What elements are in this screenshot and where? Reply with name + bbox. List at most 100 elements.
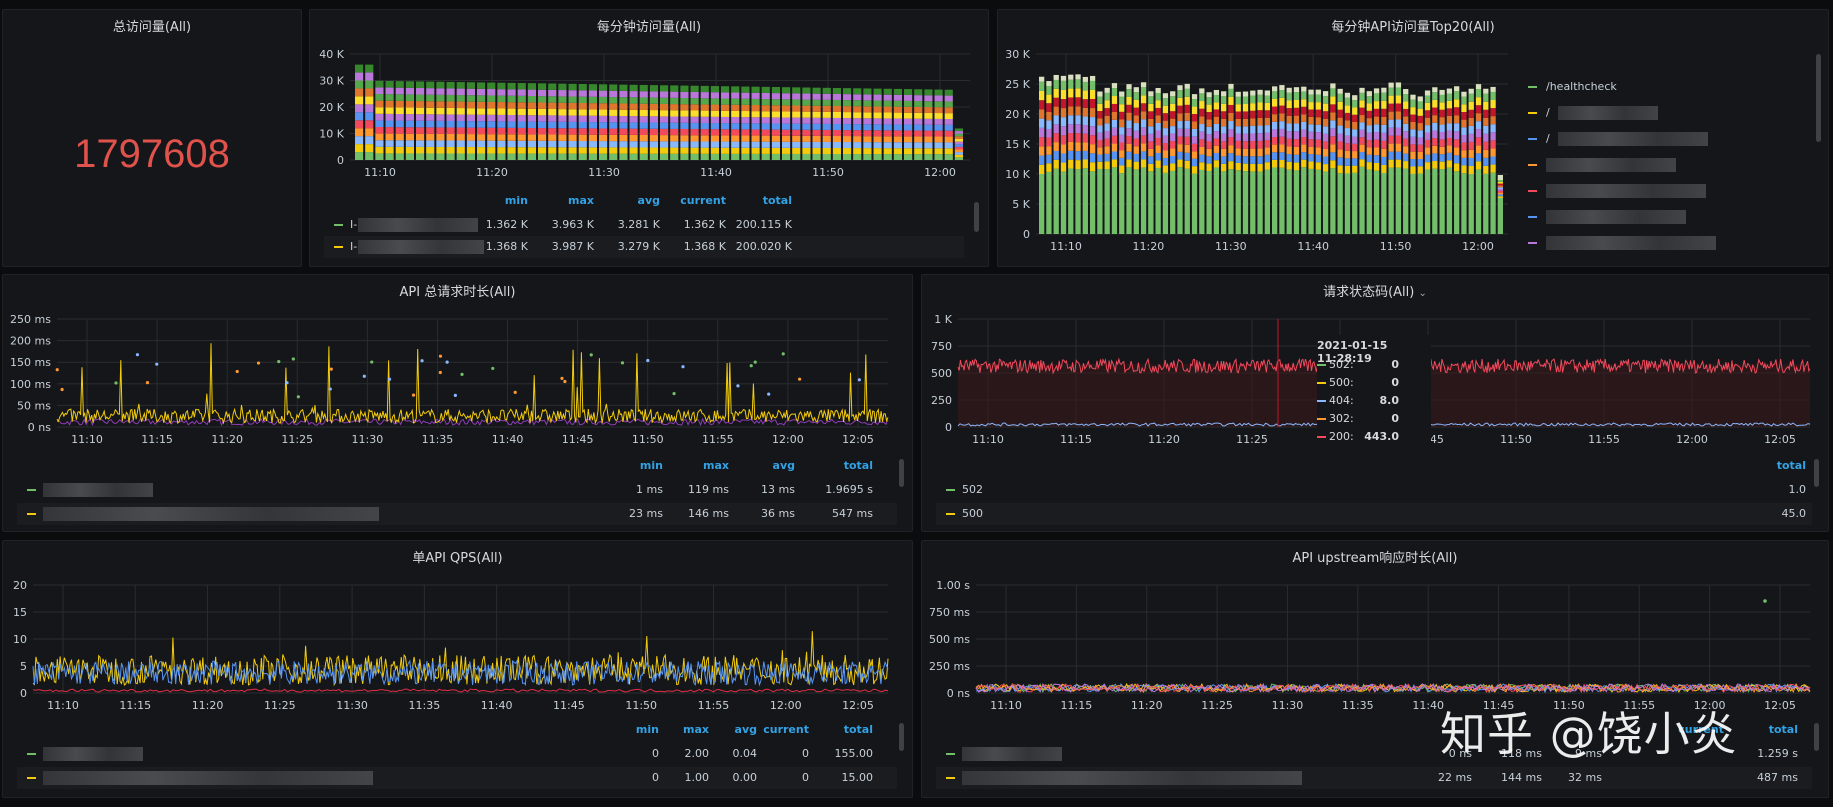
panel-title[interactable]: 请求状态码(All) ⌄ (922, 281, 1828, 300)
bar-segment (1213, 89, 1220, 95)
bar-segment (1206, 134, 1212, 142)
series-line (32, 688, 889, 693)
bar-segment (446, 140, 455, 147)
panel-total-visits[interactable]: 总访问量(All) 1797608 (2, 9, 302, 267)
bar-segment (853, 118, 862, 125)
bar-segment (1162, 93, 1169, 99)
legend-row[interactable]: 23 ms 146 ms 36 ms 547 ms (17, 503, 897, 525)
bar-segment (1242, 171, 1249, 234)
bar-segment (893, 124, 902, 131)
bar-segment (934, 124, 943, 131)
y-tick-label: 20 K (319, 101, 344, 114)
bar-segment (1155, 145, 1161, 153)
x-tick-label: 12:05 (1764, 699, 1796, 712)
bar-segment (405, 87, 414, 95)
legend-row[interactable]: 0 2.00 0.04 0 155.00 (17, 743, 897, 765)
bar-segment (558, 121, 567, 129)
legend-scrollbar[interactable] (974, 202, 979, 232)
bar-segment (395, 100, 404, 108)
bar-segment (1097, 103, 1103, 111)
bar-segment (1199, 139, 1205, 147)
y-tick-label: 0 (945, 421, 952, 434)
legend-row[interactable]: I- 1.368 K 3.987 K 3.279 K 1.368 K 200.0… (324, 236, 964, 258)
bar-segment (1162, 120, 1169, 129)
bar-segment (1257, 148, 1263, 157)
bar-segment (1221, 148, 1227, 157)
legend-row[interactable]: /healthcheck (1528, 76, 1818, 98)
bar-segment (619, 97, 628, 104)
legend-row[interactable]: 502 1.0 (936, 479, 1812, 501)
bar-segment (1242, 111, 1249, 119)
bar-segment (1039, 173, 1045, 234)
bar-segment (710, 129, 719, 136)
legend-value: 547 ms (832, 507, 873, 520)
bar-segment (1075, 79, 1081, 89)
bar-segment (456, 88, 465, 96)
bar-segment (548, 102, 557, 110)
bar-segment (1082, 81, 1088, 91)
legend-scrollbar[interactable] (1816, 54, 1821, 142)
legend-scrollbar[interactable] (899, 723, 904, 751)
bar-segment (436, 114, 445, 121)
bar-segment (1373, 170, 1380, 234)
bar-segment (954, 157, 963, 160)
panel-api-top20[interactable]: 每分钟API访问量Top20(All) 30 K 25 K 20 K 15 K 10 K… (997, 9, 1829, 267)
bar-segment (365, 128, 374, 137)
panel-upstream-time[interactable]: API upstream响应时长(All) 1.00 s 750 ms 500 ms… (921, 540, 1829, 798)
bar-segment (1082, 168, 1088, 234)
legend-row[interactable]: 500 45.0 (936, 503, 1812, 525)
bar-segment (771, 117, 780, 124)
bar-segment (792, 123, 801, 130)
bar-segment (1293, 139, 1300, 147)
tooltip-value: 0 (1391, 412, 1399, 425)
bar-segment (832, 135, 841, 142)
bar-segment (385, 146, 394, 154)
panel-api-request-time[interactable]: API 总请求时长(All) 250 ms 200 ms 150 ms 100 ms 5… (2, 274, 913, 532)
legend-row[interactable]: I- 1.362 K 3.963 K 3.281 K 1.362 K 200.1… (324, 214, 964, 236)
bar-segment (527, 134, 536, 141)
bar-segment (670, 91, 679, 98)
bar-segment (1352, 136, 1358, 144)
panel-visits-per-minute[interactable]: 每分钟访问量(All) 40 K 30 K 20 K 10 K 0 11:10 11:20 1… (309, 9, 989, 267)
legend-scrollbar[interactable] (1814, 459, 1819, 487)
bar-segment (1483, 125, 1489, 134)
bar-segment (487, 82, 496, 90)
scatter-point (646, 358, 650, 363)
bar-segment (1060, 153, 1067, 163)
chevron-down-icon[interactable]: ⌄ (1418, 288, 1427, 299)
bar-segment (1286, 108, 1292, 116)
legend-scrollbar[interactable] (899, 459, 904, 487)
bar-segment (721, 116, 730, 124)
bar-segment (1475, 129, 1482, 138)
scatter-point (277, 359, 281, 364)
x-tick-label: 11:45 (562, 433, 594, 446)
bar-segment (477, 88, 486, 96)
bar-segment (619, 103, 628, 110)
bar-segment (1119, 111, 1125, 120)
bar-segment (1490, 91, 1496, 100)
bar-segment (385, 100, 394, 108)
bar-segment (904, 154, 913, 160)
bar-segment (1235, 104, 1241, 112)
bar-segment (1082, 99, 1088, 108)
bar-segment (1162, 143, 1169, 151)
bar-segment (1446, 100, 1453, 109)
legend-row[interactable]: 0 ns 118 ms 9 ms 1.259 s (936, 743, 1812, 765)
legend-scrollbar[interactable] (1814, 723, 1819, 751)
legend-row[interactable]: 22 ms 144 ms 32 ms 487 ms (936, 767, 1812, 789)
bar-segment (832, 147, 841, 154)
bar-segment (843, 124, 852, 131)
legend-row[interactable]: 1 ms 119 ms 13 ms 1.9695 s (17, 479, 897, 501)
series-swatch (1528, 86, 1537, 88)
bar-segment (375, 107, 384, 114)
bar-segment (1352, 143, 1358, 152)
tooltip-code: 502: (1329, 358, 1354, 371)
legend-row[interactable]: / (1528, 128, 1818, 150)
legend-row[interactable]: 0 1.00 0.00 0 15.00 (17, 767, 897, 789)
bar-segment (507, 153, 516, 160)
panel-single-api-qps[interactable]: 单API QPS(All) 20 15 10 5 0 11:10 11:15 11:20 11:… (2, 540, 913, 798)
bar-segment (1454, 91, 1460, 100)
bar-segment (1155, 160, 1161, 168)
bar-segment (680, 153, 689, 160)
legend-row[interactable]: / (1528, 102, 1818, 124)
